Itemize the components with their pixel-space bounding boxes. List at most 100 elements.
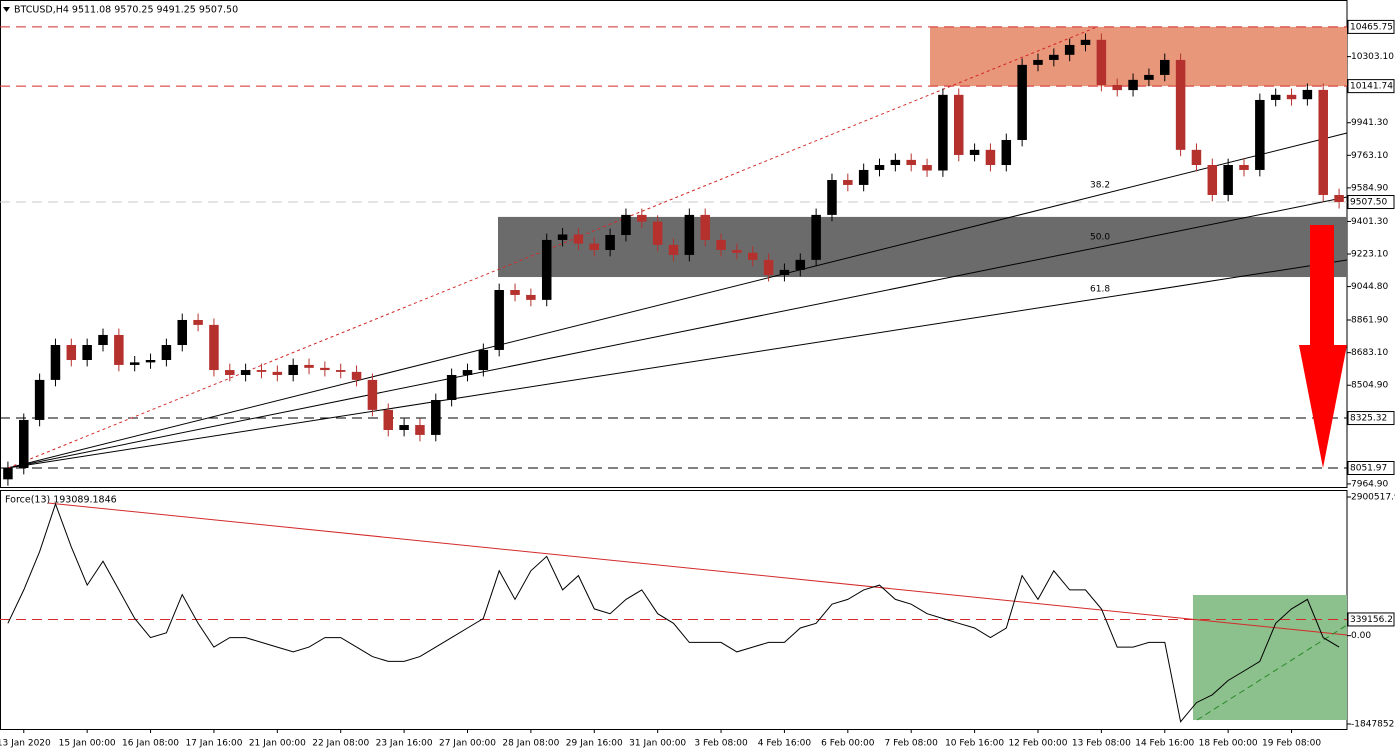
- candle-body: [1207, 165, 1218, 195]
- x-tick-label: 23 Jan 16:00: [376, 739, 433, 749]
- y-tick-label: 10303.10: [1351, 52, 1394, 62]
- candle-body: [589, 243, 600, 250]
- candle-body: [732, 249, 742, 253]
- candle-body: [446, 374, 457, 401]
- candle-body: [1286, 94, 1297, 100]
- fan-line: [7, 196, 1348, 469]
- chart-title: BTCUSD,H4 9511.08 9570.25 9491.25 9507.5…: [14, 5, 238, 16]
- y-tick-label: 9044.80: [1351, 282, 1388, 292]
- candle-body: [922, 165, 932, 171]
- candle-body: [415, 425, 425, 435]
- y-tick-label: 7964.90: [1351, 479, 1388, 489]
- candle-body: [541, 239, 552, 300]
- candle-body: [1270, 94, 1281, 100]
- candle-body: [621, 214, 631, 236]
- x-tick-label: 31 Jan 00:00: [629, 739, 686, 749]
- candle-body: [145, 359, 156, 363]
- candle-body: [209, 324, 219, 371]
- x-tick-label: 15 Jan 00:00: [59, 739, 116, 749]
- candle-body: [1049, 54, 1059, 60]
- candle-body: [1191, 149, 1202, 166]
- fan-line: [7, 132, 1348, 469]
- y-tick-label: 0.00: [1351, 631, 1371, 641]
- candle-body: [938, 94, 948, 171]
- level-label-box: [1347, 79, 1395, 94]
- candle-body: [637, 214, 647, 222]
- zone: [498, 216, 1347, 278]
- candle-body: [795, 259, 806, 270]
- candle-body: [1239, 165, 1249, 170]
- level-label: 10465.75: [1350, 22, 1393, 32]
- x-tick-label: 13 Jan 2020: [0, 739, 51, 749]
- y-tick-label: -1847852.0: [1351, 719, 1395, 729]
- candle-body: [1112, 84, 1122, 91]
- x-tick-label: 4 Feb 16:00: [758, 739, 812, 749]
- level-label: 10141.74: [1350, 82, 1393, 92]
- candle-body: [1160, 59, 1170, 75]
- fib-label: 50.0: [1090, 233, 1110, 243]
- candle-body: [1144, 74, 1154, 80]
- candle-body: [288, 364, 298, 375]
- candle-body: [874, 165, 885, 170]
- level-label: 9507.50: [1350, 198, 1387, 208]
- candle-body: [906, 159, 916, 166]
- candle-body: [34, 379, 45, 420]
- candle-body: [1080, 39, 1091, 45]
- candle-body: [1302, 89, 1313, 100]
- highlight-zone: [1193, 595, 1347, 720]
- fib-label: 61.8: [1090, 285, 1110, 295]
- candle-body: [747, 252, 758, 260]
- fib-label: 38.2: [1090, 181, 1110, 191]
- candle-body: [478, 349, 489, 371]
- candle-body: [1334, 194, 1344, 203]
- candle-body: [526, 294, 536, 300]
- candle-body: [1017, 64, 1027, 140]
- candle-body: [1001, 139, 1012, 166]
- candle-body: [1223, 165, 1233, 195]
- x-tick-label: 18 Feb 00:00: [1199, 739, 1258, 749]
- candle-body: [66, 345, 77, 360]
- candle-body: [129, 362, 140, 365]
- fan-line: [7, 259, 1348, 469]
- level-label-box: [1347, 411, 1395, 426]
- candle-body: [335, 370, 346, 372]
- candle-body: [573, 234, 584, 244]
- candle-body: [510, 290, 520, 295]
- candle-body: [1064, 44, 1075, 55]
- level-label: 8051.97: [1350, 464, 1387, 474]
- x-tick-label: 16 Jan 08:00: [122, 739, 179, 749]
- candle-body: [462, 370, 473, 375]
- candle-body: [1033, 59, 1043, 65]
- menu-icon: [3, 7, 10, 12]
- candle-body: [19, 419, 29, 468]
- y-tick-label: 9763.10: [1351, 151, 1388, 161]
- candle-body: [50, 345, 61, 380]
- candle-body: [557, 234, 568, 240]
- candle-body: [605, 235, 615, 250]
- y-tick-label: 2900517.9: [1351, 493, 1395, 503]
- candle-body: [114, 334, 124, 365]
- candle-body: [177, 319, 187, 346]
- level-label: 339156.2: [1350, 615, 1393, 625]
- level-label-box: [1347, 461, 1395, 476]
- candle-body: [1128, 79, 1138, 91]
- x-tick-label: 27 Jan 00:00: [439, 739, 496, 749]
- x-tick-label: 21 Jan 00:00: [249, 739, 306, 749]
- candle-body: [858, 169, 869, 185]
- candle-body: [367, 379, 378, 410]
- candle-body: [779, 269, 790, 276]
- projection-line: [7, 26, 1098, 469]
- y-tick-label: 9584.90: [1351, 183, 1388, 193]
- candle-body: [431, 400, 441, 435]
- candle-body: [763, 259, 774, 276]
- candle-body: [700, 214, 710, 240]
- y-tick-label: 9941.30: [1351, 118, 1388, 128]
- x-tick-label: 7 Feb 08:00: [885, 739, 939, 749]
- x-tick-label: 12 Feb 00:00: [1008, 739, 1067, 749]
- candle-body: [668, 244, 679, 255]
- y-tick-label: 9223.10: [1351, 249, 1388, 259]
- candle-body: [985, 149, 996, 166]
- x-tick-label: 29 Jan 16:00: [566, 739, 623, 749]
- candle-body: [320, 367, 330, 371]
